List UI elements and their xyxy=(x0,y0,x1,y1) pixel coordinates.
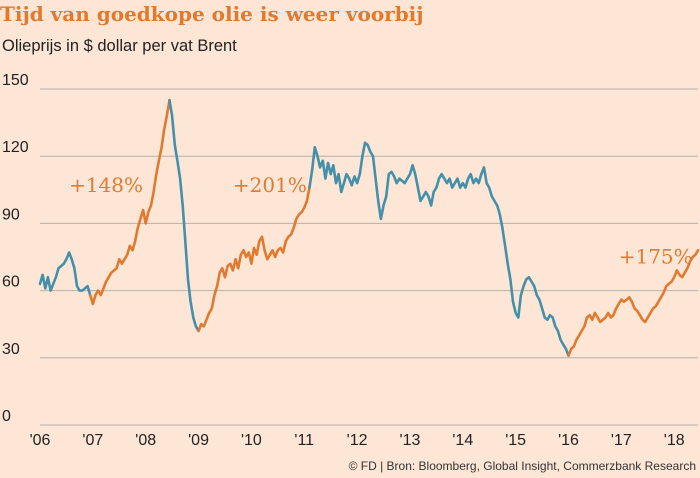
x-tick-label-2013: '13 xyxy=(400,432,421,449)
y-tick-label-30: 30 xyxy=(2,341,20,358)
x-tick-label-2007: '07 xyxy=(82,432,103,449)
y-tick-label-90: 90 xyxy=(2,206,20,223)
x-tick-label-2011: '11 xyxy=(294,432,314,449)
y-tick-label-120: 120 xyxy=(2,139,29,156)
x-tick-label-2014: '14 xyxy=(452,432,473,449)
chart-title: Tijd van goedkope olie is weer voorbij xyxy=(0,2,424,26)
series-segment-5-blue xyxy=(308,141,570,357)
y-tick-label-0: 0 xyxy=(2,408,11,425)
y-axis-tick-labels: 0 30 60 90 120 150 xyxy=(2,72,29,425)
series-segment-2-orange xyxy=(88,98,171,306)
annotation-3: +175% xyxy=(619,245,693,269)
chart-subtitle: Olieprijs in $ dollar per vat Brent xyxy=(2,37,237,55)
x-tick-label-2006: '06 xyxy=(30,432,51,449)
annotation-2: +201% xyxy=(233,173,307,197)
x-tick-label-2009: '09 xyxy=(188,432,209,449)
x-tick-label-2015: '15 xyxy=(505,432,526,449)
x-tick-label-2018: '18 xyxy=(664,432,685,449)
source-credit: © FD | Bron: Bloomberg, Global Insight, … xyxy=(348,459,696,473)
x-axis-tick-labels: '06 '07 '08 '09 '10 '11 '12 '13 '14 '15 '16 '17 '18 xyxy=(30,432,685,449)
y-tick-label-150: 150 xyxy=(2,72,29,89)
x-tick-label-2016: '16 xyxy=(558,432,579,449)
series-segment-6-orange xyxy=(567,249,700,357)
series-segment-3-blue xyxy=(168,98,200,333)
annotations: +148% +201% +175% xyxy=(69,173,693,269)
x-tick-label-2008: '08 xyxy=(135,432,156,449)
grid-lines xyxy=(40,88,698,426)
x-tick-label-2012: '12 xyxy=(347,432,368,449)
y-tick-label-60: 60 xyxy=(2,274,20,291)
price-series xyxy=(38,98,700,357)
x-tick-label-2017: '17 xyxy=(611,432,632,449)
series-segment-4-orange xyxy=(197,186,311,333)
series-segment-1-blue xyxy=(38,251,92,297)
x-tick-label-2010: '10 xyxy=(241,432,262,449)
annotation-1: +148% xyxy=(69,173,143,197)
